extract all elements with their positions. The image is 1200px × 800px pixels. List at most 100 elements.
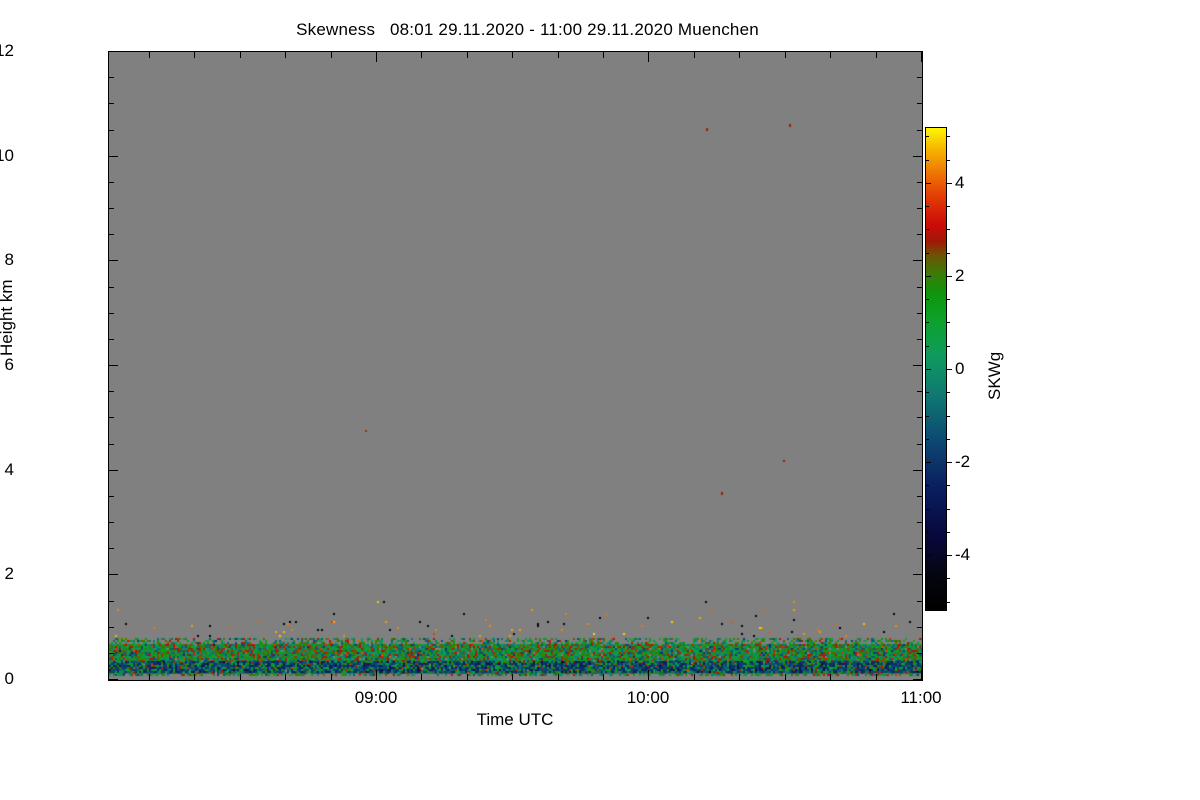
y-tick-label: 12 (0, 41, 14, 60)
colorbar-tick-minor (947, 532, 950, 533)
colorbar (925, 127, 947, 611)
y-tick-minor (109, 522, 114, 523)
colorbar-tick-minor-left (926, 578, 929, 579)
y-tick-major-right (913, 51, 922, 52)
y-tick-label: 2 (4, 564, 14, 583)
colorbar-tick-minor (947, 229, 950, 230)
colorbar-tick-minor (947, 299, 950, 300)
x-tick-major (648, 670, 649, 680)
colorbar-tick-label: 4 (955, 173, 965, 192)
y-tick-minor-right (917, 77, 922, 78)
x-tick-minor (876, 674, 877, 680)
x-tick-minor (285, 674, 286, 680)
y-tick-label: 6 (4, 355, 14, 374)
colorbar-tick-label: -2 (955, 452, 971, 471)
y-tick-minor-right (917, 313, 922, 314)
x-tick-minor (331, 674, 332, 680)
colorbar-gradient (925, 127, 947, 611)
x-tick-minor-top (331, 52, 332, 58)
heatmap-canvas (109, 52, 922, 680)
y-tick-minor-right (917, 182, 922, 183)
colorbar-tick-minor-left (926, 392, 929, 393)
colorbar-tick-minor-left (926, 299, 929, 300)
colorbar-tick-minor (947, 392, 950, 393)
x-tick-minor-top (558, 52, 559, 58)
x-tick-minor (558, 674, 559, 680)
colorbar-tick-minor-left (926, 206, 929, 207)
colorbar-tick-left (926, 462, 931, 463)
y-tick-major-right (913, 156, 922, 157)
colorbar-tick-minor-left (926, 439, 929, 440)
y-tick-minor (109, 444, 114, 445)
y-tick-major (109, 260, 118, 261)
y-tick-minor-right (917, 444, 922, 445)
x-tick-minor (694, 674, 695, 680)
colorbar-tick-minor (947, 485, 950, 486)
x-axis-label: Time UTC (476, 710, 554, 729)
colorbar-tick-minor (947, 509, 950, 510)
colorbar-tick-minor-left (926, 346, 929, 347)
y-tick-minor-right (917, 234, 922, 235)
y-tick-minor-right (917, 130, 922, 131)
y-tick-minor (109, 496, 114, 497)
x-tick-major (921, 670, 922, 680)
x-tick-minor-top (421, 52, 422, 58)
colorbar-tick-minor-left (926, 160, 929, 161)
colorbar-tick-minor (947, 578, 950, 579)
y-tick-minor (109, 653, 114, 654)
y-tick-major (109, 470, 118, 471)
y-tick-major (109, 679, 118, 680)
colorbar-tick-minor-left (926, 322, 929, 323)
colorbar-tick-minor (947, 136, 950, 137)
x-tick-minor-top (876, 52, 877, 58)
x-tick-minor-top (785, 52, 786, 58)
colorbar-tick (947, 369, 952, 370)
chart-title: Skewness 08:01 29.11.2020 - 11:00 29.11.… (296, 20, 759, 39)
y-tick-label: 0 (4, 669, 14, 688)
y-tick-minor-right (917, 417, 922, 418)
colorbar-tick-minor-left (926, 532, 929, 533)
x-tick-minor-top (285, 52, 286, 58)
colorbar-tick-label: 0 (955, 359, 965, 378)
x-tick-minor (830, 674, 831, 680)
y-axis: 0 2 4 6 8 10 12 (0, 0, 118, 800)
y-tick-minor-right (917, 339, 922, 340)
y-tick-minor (109, 182, 114, 183)
y-tick-minor (109, 548, 114, 549)
colorbar-tick-left (926, 369, 931, 370)
y-tick-minor-right (917, 391, 922, 392)
y-tick-major-right (913, 574, 922, 575)
colorbar-tick-left (926, 276, 931, 277)
y-tick-major-right (913, 365, 922, 366)
colorbar-tick-minor (947, 602, 950, 603)
x-tick-minor (603, 674, 604, 680)
colorbar-label: SKWg (985, 351, 1004, 400)
colorbar-tick-minor-left (926, 136, 929, 137)
y-tick-minor-right (917, 522, 922, 523)
colorbar-tick-minor-left (926, 416, 929, 417)
x-tick-minor (467, 674, 468, 680)
x-tick-major-top (648, 52, 649, 62)
x-tick-minor (240, 674, 241, 680)
x-tick-label: 11:00 (900, 688, 942, 707)
x-tick-minor-top (240, 52, 241, 58)
x-tick-major-top (921, 52, 922, 62)
colorbar-tick-minor-left (926, 253, 929, 254)
y-tick-minor-right (917, 103, 922, 104)
colorbar-tick (947, 276, 952, 277)
x-tick-minor (739, 674, 740, 680)
colorbar-tick-minor-left (926, 485, 929, 486)
y-tick-minor (109, 627, 114, 628)
colorbar-tick-label: -4 (955, 545, 971, 564)
y-tick-minor (109, 313, 114, 314)
x-tick-minor-top (603, 52, 604, 58)
x-tick-minor (421, 674, 422, 680)
x-tick-major-top (376, 52, 377, 62)
y-tick-major (109, 365, 118, 366)
y-tick-major (109, 156, 118, 157)
y-tick-minor (109, 287, 114, 288)
plot-area (108, 51, 923, 681)
y-tick-minor-right (917, 548, 922, 549)
y-tick-minor (109, 234, 114, 235)
